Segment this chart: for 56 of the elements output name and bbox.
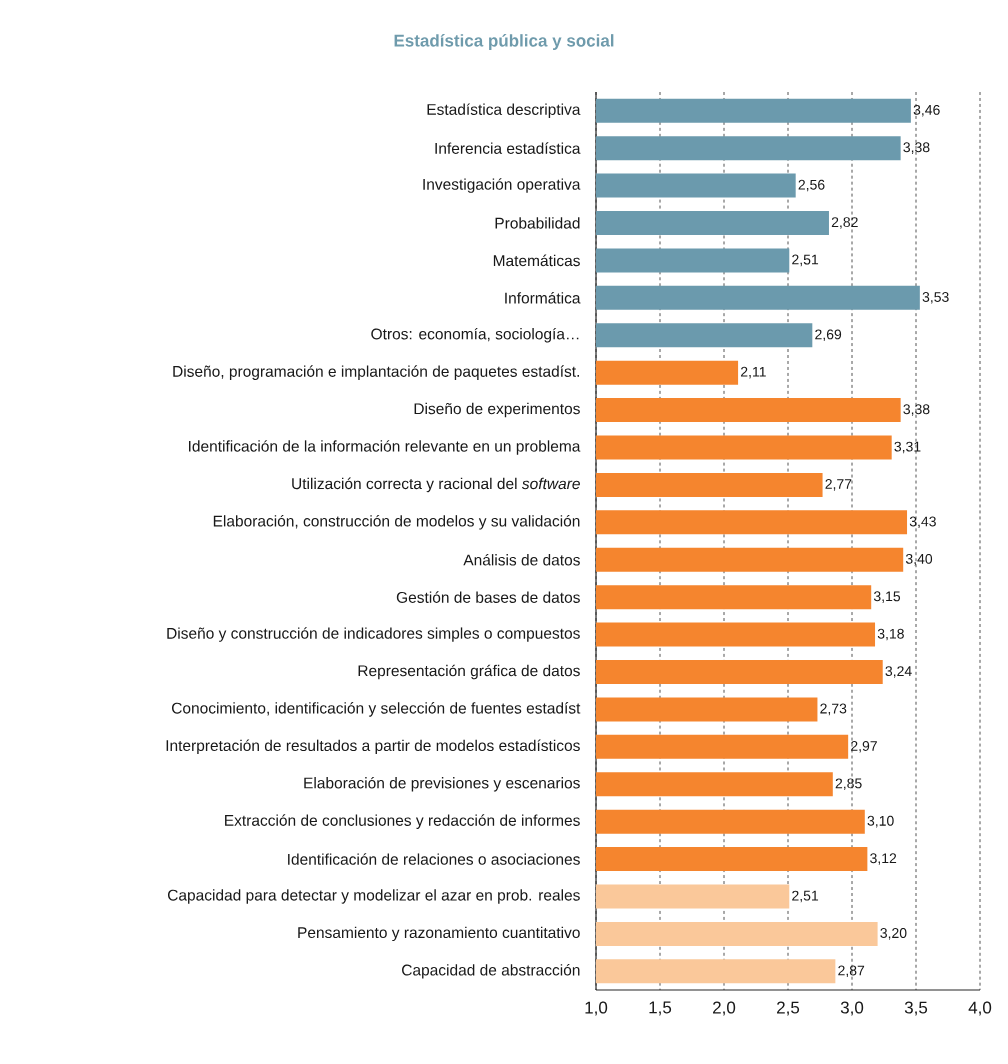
y-tick-label: Elaboración de previsiones y escenarios [304,776,580,792]
data-label: 2,97 [851,741,877,753]
data-label: 2,11 [740,366,766,379]
y-tick-label: Informática [505,292,581,304]
y-tick-label: Identificación de relaciones o asociaciones [288,853,580,865]
data-label: 3,24 [885,666,912,678]
x-tick-label: 3,0 [840,1001,864,1016]
data-label: 3,20 [880,928,907,940]
y-tick-label: Investigación operativa [423,178,581,193]
y-tick-label: Análisis de datos [463,553,580,566]
data-label: 3,53 [922,292,949,304]
x-tick-label: 4,0 [968,1001,992,1016]
y-tick-label: Utilización correcta y racional del software [292,477,580,493]
y-tick-label: Diseño y construcción de indicadores simples o compuestos [167,627,580,642]
y-tick-label: Representación gráfica de datos [358,664,580,680]
data-label: 3,18 [877,628,904,641]
y-tick-label: Capacidad para detectar y modelizar el azar en prob. reales [167,889,580,904]
y-tick-label: Matemáticas [493,254,580,267]
data-label: 3,38 [903,404,930,416]
y-tick-label: Otros: economía, sociología… [371,327,579,343]
chart-title: Estadística pública y social [394,33,614,50]
data-label: 3,38 [903,142,930,154]
data-label: 2,73 [820,703,847,716]
y-tick-label: Probabilidad [495,217,580,229]
x-tick-label: 2,5 [777,1001,800,1016]
y-tick-label: Elaboración, construcción de modelos y su validación [213,514,580,530]
x-tick-label: 2,0 [713,1001,736,1016]
x-tick-label: 1,5 [649,1001,672,1016]
y-tick-label: Extracción de conclusiones y redacción de informes [225,814,580,829]
y-tick-label: Identificación de la información relevante en un problema [189,440,581,455]
y-tick-label: Pensamiento y razonamiento cuantitativo [298,926,580,942]
data-label: 3,40 [905,553,933,566]
y-tick-label: Interpretación de resultados a partir de modelos estadísticos [166,739,580,755]
data-label: 2,69 [815,329,842,341]
x-tick-label: 3,5 [904,1001,928,1016]
data-label: 2,77 [825,479,852,491]
y-tick-label: Conocimiento, identificación y selección de fuentes estadíst [172,702,581,717]
data-label: 2,82 [831,217,858,229]
data-label: 2,51 [792,890,819,903]
data-label: 2,85 [835,778,862,791]
y-tick-label: Capacidad de abstracción [402,963,580,979]
y-tick-label: Diseño de experimentos [414,402,580,418]
y-tick-label: Estadística descriptiva [427,103,581,119]
data-label: 3,10 [867,815,894,828]
data-label: 3,46 [913,104,940,117]
y-tick-label: Diseño, programación e implantación de paquetes estadíst. [173,365,579,380]
y-tick-label: Gestión de bases de datos [396,591,580,603]
data-label: 2,56 [798,179,825,192]
data-label: 3,12 [870,853,897,865]
y-tick-label: Inferencia estadística [435,142,581,154]
x-tick-label: 1,0 [585,1001,608,1016]
data-label: 3,31 [894,441,921,454]
data-label: 2,87 [838,965,865,978]
data-label: 3,15 [873,591,901,603]
data-label: 2,51 [792,254,819,267]
data-label: 3,43 [909,516,936,529]
